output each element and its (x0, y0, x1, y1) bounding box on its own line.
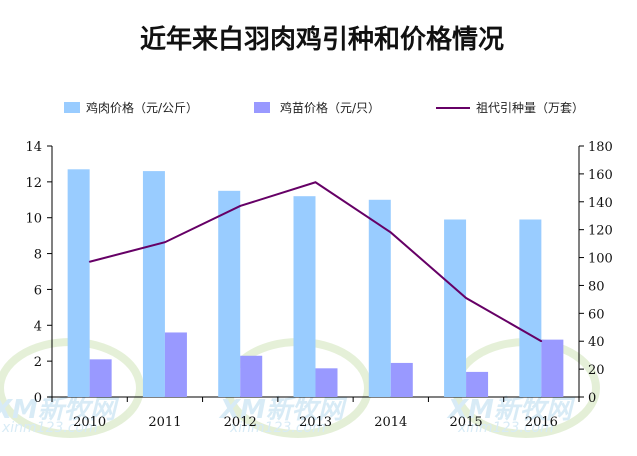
bar-chicken-price (142, 171, 165, 397)
right-tick-label: 40 (588, 335, 605, 350)
watermark-text: XM新牧网 (446, 395, 576, 425)
line-point-grandparent-import (239, 205, 242, 207)
legend-label-chicken-price: 鸡肉价格（元/公斤） (86, 100, 198, 115)
line-series (88, 181, 543, 343)
line-point-grandparent-import (540, 340, 543, 343)
right-tick-label: 160 (588, 168, 613, 183)
bar-chicken-price (293, 196, 316, 397)
bar-chicken-price (519, 219, 542, 397)
bars (67, 169, 564, 397)
right-tick-label: 0 (588, 391, 596, 406)
left-tick-label: 0 (34, 391, 42, 406)
left-tick-label: 8 (34, 248, 42, 263)
line-point-grandparent-import (314, 181, 317, 184)
bar-chicken-price (444, 219, 467, 397)
x-axis-ticks: 2010 2011 2012 2013 2014 2015 2016 (51, 397, 580, 430)
left-tick-label: 14 (25, 140, 42, 155)
watermark-url: xinm123.com (457, 420, 554, 436)
bar-chick-price (89, 359, 112, 397)
bar-chicken-price (218, 190, 241, 397)
line-point-grandparent-import (465, 297, 467, 299)
watermark-url: xinm123.com (229, 420, 326, 436)
line-point-grandparent-import (164, 241, 166, 244)
bar-chick-price (164, 332, 187, 397)
left-tick-label: 2 (34, 355, 42, 370)
legend-label-chick-price: 鸡苗价格（元/只） (280, 100, 380, 115)
legend-swatch-chick-price (254, 102, 270, 113)
watermark-text: XM新牧网 (0, 395, 120, 425)
left-tick-label: 10 (25, 212, 42, 227)
watermark-text: XM新牧网 (218, 395, 348, 425)
right-tick-label: 140 (588, 196, 613, 211)
x-tick-label: 2010 (73, 415, 106, 430)
legend: 鸡肉价格（元/公斤） 鸡苗价格（元/只） 祖代引种量（万套） (64, 100, 584, 115)
bar-chicken-price (368, 199, 391, 397)
right-tick-label: 80 (588, 279, 605, 294)
legend-swatch-chicken-price (64, 102, 80, 113)
x-tick-label: 2012 (224, 415, 257, 430)
bar-chick-price (240, 355, 263, 397)
right-tick-label: 20 (588, 363, 605, 378)
right-tick-label: 60 (588, 307, 605, 322)
x-tick-label: 2013 (299, 415, 332, 430)
bar-chick-price (541, 339, 564, 397)
line-point-grandparent-import (88, 260, 91, 263)
x-tick-label: 2015 (450, 415, 483, 430)
right-axis-ticks: 0 20 40 60 80 100 120 140 160 180 (579, 140, 613, 406)
bar-chick-price (390, 362, 413, 397)
left-tick-label: 4 (34, 319, 42, 334)
x-tick-label: 2011 (148, 415, 181, 430)
bar-chicken-price (67, 169, 90, 397)
right-tick-label: 180 (588, 140, 613, 155)
x-tick-label: 2016 (525, 415, 558, 430)
watermark-url: xinm123.com (1, 420, 98, 436)
right-tick-label: 100 (588, 252, 613, 267)
left-tick-label: 12 (25, 176, 42, 191)
chart-title: 近年来白羽肉鸡引种和价格情况 (140, 24, 504, 55)
left-tick-label: 6 (34, 283, 42, 298)
bar-chick-price (315, 368, 338, 397)
right-tick-label: 120 (588, 224, 613, 239)
bar-chick-price (466, 371, 489, 397)
legend-label-grandparent-import: 祖代引种量（万套） (476, 100, 584, 115)
left-axis-ticks: 0 2 4 6 8 10 12 14 (25, 140, 52, 406)
x-tick-label: 2014 (374, 415, 407, 430)
line-point-grandparent-import (389, 231, 392, 234)
